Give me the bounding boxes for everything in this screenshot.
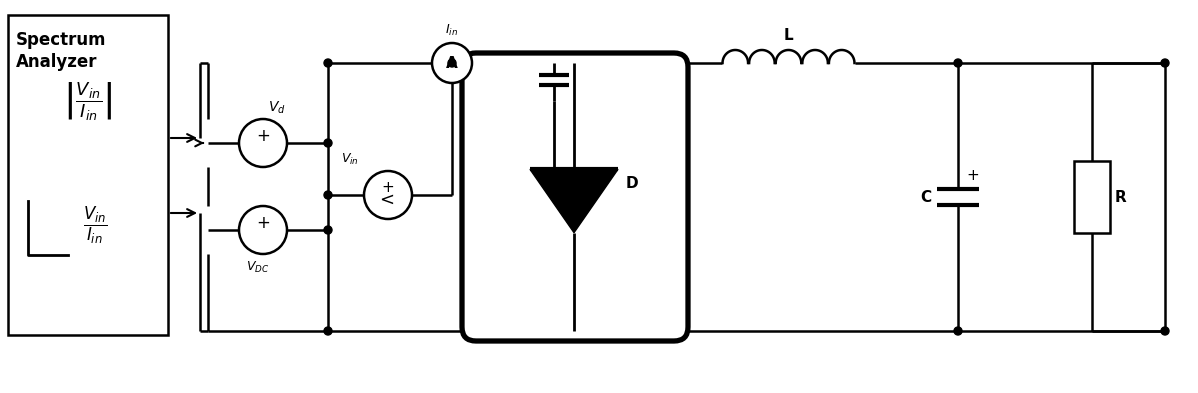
Text: $\left|\dfrac{V_{in}}{I_{in}}\right|$: $\left|\dfrac{V_{in}}{I_{in}}\right|$ <box>63 80 113 122</box>
Text: +: + <box>382 180 394 195</box>
Circle shape <box>238 206 288 254</box>
Text: +: + <box>256 214 270 232</box>
Text: $V_{in}$: $V_{in}$ <box>341 152 359 167</box>
Circle shape <box>1161 59 1169 67</box>
Text: C: C <box>920 189 931 204</box>
Text: R: R <box>1115 189 1127 204</box>
Circle shape <box>432 43 472 83</box>
Text: $V_d$: $V_d$ <box>268 99 286 116</box>
Text: $\dfrac{V_{in}}{I_{in}}$: $\dfrac{V_{in}}{I_{in}}$ <box>83 204 108 246</box>
Circle shape <box>1161 327 1169 335</box>
Polygon shape <box>530 169 618 233</box>
Circle shape <box>364 171 412 219</box>
Circle shape <box>954 327 962 335</box>
Circle shape <box>954 59 962 67</box>
Circle shape <box>323 327 332 335</box>
Circle shape <box>323 139 332 147</box>
Circle shape <box>448 59 456 67</box>
Bar <box>1073 161 1111 233</box>
Text: L: L <box>783 28 793 43</box>
Text: A: A <box>446 55 458 70</box>
Text: $I_{in}$: $I_{in}$ <box>446 23 459 38</box>
Text: D: D <box>627 176 639 191</box>
Circle shape <box>238 119 288 167</box>
Bar <box>8 15 168 335</box>
Circle shape <box>323 191 332 199</box>
Circle shape <box>323 59 332 67</box>
Text: Spectrum: Spectrum <box>16 31 107 49</box>
Text: +: + <box>256 127 270 145</box>
Text: <: < <box>380 191 394 209</box>
Text: Analyzer: Analyzer <box>16 53 97 71</box>
Text: +: + <box>966 169 979 184</box>
FancyBboxPatch shape <box>462 53 688 341</box>
Circle shape <box>323 226 332 234</box>
Text: $V_{DC}$: $V_{DC}$ <box>247 260 270 275</box>
